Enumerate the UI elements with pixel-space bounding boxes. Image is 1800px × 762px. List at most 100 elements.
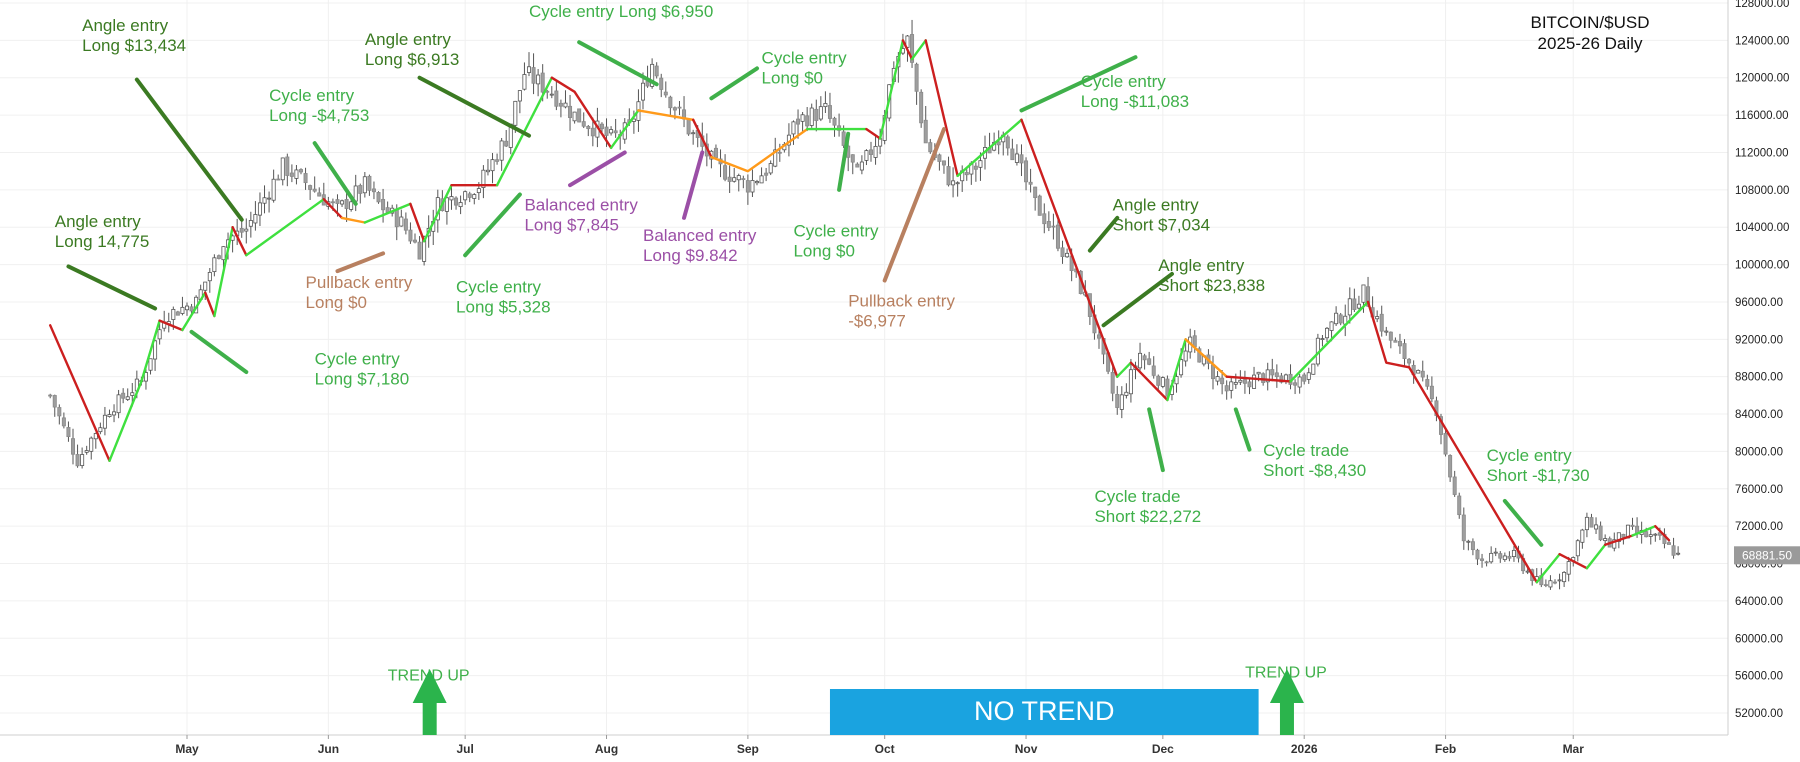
y-tick-label: 80000.00: [1735, 446, 1783, 458]
candle-up: [80, 454, 85, 466]
candle-down: [1051, 225, 1056, 228]
candle-down: [376, 192, 381, 203]
candle-down: [841, 131, 846, 146]
candle-up: [873, 145, 878, 158]
annotation-label: Cycle entry: [1487, 446, 1573, 465]
y-tick-label: 120000.00: [1735, 73, 1789, 85]
candle-down: [946, 166, 951, 186]
candle-down: [1443, 433, 1448, 455]
y-tick-label: 56000.00: [1735, 671, 1783, 683]
candle-up: [422, 236, 427, 262]
y-tick-label: 116000.00: [1735, 110, 1789, 122]
candle-up: [609, 129, 614, 134]
candle-down: [973, 165, 978, 170]
candle-up: [1603, 538, 1608, 542]
candle-down: [358, 185, 363, 194]
candles: [48, 19, 1681, 590]
trend-segment: [1631, 525, 1657, 537]
candle-down: [417, 241, 422, 260]
candle-down: [1425, 379, 1430, 387]
candle-up: [1233, 382, 1238, 385]
x-tick-label: Dec: [1152, 742, 1174, 756]
y-tick-label: 60000.00: [1735, 633, 1783, 645]
candle-up: [1014, 153, 1019, 163]
candle-up: [184, 305, 189, 311]
candle-up: [116, 394, 121, 414]
candle-down: [727, 176, 732, 182]
candle-down: [1448, 455, 1453, 478]
trend-segment: [1115, 361, 1133, 378]
candle-up: [171, 308, 176, 320]
candle-up: [1594, 524, 1599, 530]
trend-segment: [956, 118, 1023, 178]
annotation-pointer: [1019, 55, 1138, 113]
annotation-pointer: [1502, 498, 1544, 547]
candle-up: [522, 74, 527, 90]
candle-down: [568, 105, 573, 119]
trend-segment: [245, 197, 325, 257]
candle-down: [1274, 372, 1279, 378]
candle-down: [1379, 313, 1384, 332]
x-tick-label: Nov: [1015, 742, 1038, 756]
y-tick-label: 92000.00: [1735, 334, 1783, 346]
candle-up: [527, 66, 532, 73]
candle-up: [399, 216, 404, 227]
candle-down: [1115, 394, 1120, 408]
candle-down: [1461, 514, 1466, 542]
candle-down: [1005, 136, 1010, 149]
annotation-label: Long $7,180: [315, 370, 410, 389]
candle-down: [1224, 385, 1229, 392]
trend-segment: [422, 183, 453, 243]
candle-up: [951, 180, 956, 186]
annotation-label: Long $6,913: [365, 50, 460, 69]
annotation-label: Long $9.842: [643, 246, 738, 265]
x-axis: May Jun Jul Aug Sep Oct Nov Dec 2026 Feb Mar: [175, 735, 1584, 756]
candle-down: [832, 117, 837, 126]
candle-up: [1548, 580, 1553, 588]
candle-up: [1325, 327, 1330, 339]
candle-down: [745, 180, 750, 193]
candle-down: [495, 159, 500, 162]
annotation-pointer: [577, 40, 659, 87]
candle-up: [244, 228, 249, 232]
candle-down: [996, 141, 1001, 146]
candle-down: [1338, 314, 1343, 324]
candle-up: [1616, 532, 1621, 542]
trend-up-arrow: [1269, 669, 1304, 735]
candle-up: [1648, 534, 1653, 537]
candle-down: [919, 91, 924, 124]
annotation-pointer: [312, 141, 358, 206]
y-tick-label: 52000.00: [1735, 708, 1783, 720]
candle-up: [978, 160, 983, 168]
candle-up: [340, 200, 345, 205]
y-tick-label: 108000.00: [1735, 185, 1789, 197]
annotation-label: Long $0: [793, 242, 854, 261]
candle-down: [335, 199, 340, 204]
candle-down: [412, 239, 417, 243]
annotation-label: Long $0: [306, 293, 367, 312]
candle-up: [1215, 376, 1220, 382]
annotation-label: Long $0: [762, 69, 823, 88]
candle-down: [403, 218, 408, 231]
annotation-label: Short -$8,430: [1263, 461, 1366, 480]
candle-down: [796, 118, 801, 125]
candle-up: [864, 150, 869, 161]
candle-down: [1553, 581, 1558, 584]
candle-up: [1183, 350, 1188, 362]
trend-segment: [409, 202, 426, 243]
current-price-tag: 68881.50: [1734, 546, 1800, 565]
candle-up: [1676, 552, 1681, 555]
candle-down: [61, 417, 66, 427]
candle-up: [444, 197, 449, 212]
candle-down: [581, 121, 586, 127]
candle-down: [590, 127, 595, 137]
candle-up: [1562, 571, 1567, 583]
candle-down: [276, 178, 281, 181]
candle-up: [490, 159, 495, 172]
candle-down: [1420, 370, 1425, 378]
candle-down: [668, 96, 673, 109]
candle-down: [1010, 148, 1015, 161]
candle-down: [827, 105, 832, 119]
candle-up: [472, 194, 477, 199]
